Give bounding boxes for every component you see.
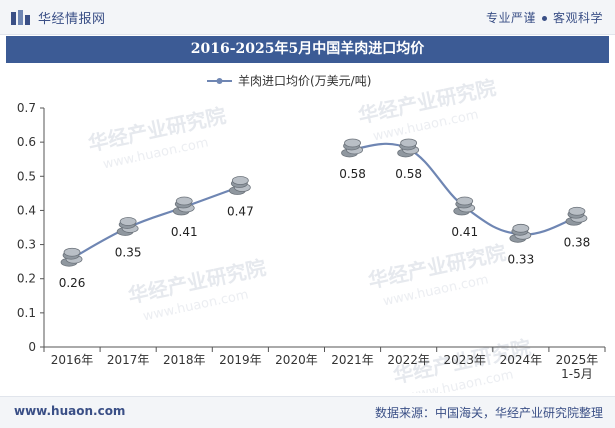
data-label: 0.33 [507,252,534,266]
x-tick-label: 2020年 [275,353,318,367]
legend-marker [216,78,223,84]
data-label: 0.58 [339,167,366,181]
x-tick-label: 2021年 [331,353,374,367]
data-label: 0.47 [227,205,254,219]
x-tick-label: 2018年 [163,353,206,367]
data-point-marker [509,223,532,243]
data-label: 0.41 [451,225,478,239]
line-chart: 华经产业研究院www.huaon.com华经产业研究院www.huaon.com… [17,73,606,404]
data-label: 0.26 [59,276,86,290]
data-label: 0.38 [564,235,591,249]
footer: www.huaon.com 数据来源：中国海关，华经产业研究院整理 [0,396,615,428]
x-tick-label: 2019年 [219,353,262,367]
tagline: 专业严谨 客观科学 [486,9,603,26]
brand-name: 华经情报网 [38,12,106,27]
chart-title: 2016-2025年5月中国羊肉进口均价 [6,36,609,63]
top-bar: 华经情报网 专业严谨 客观科学 [0,0,615,35]
data-label: 0.35 [115,246,142,260]
x-tick-label: 2022年 [387,353,430,367]
data-label: 0.41 [171,225,198,239]
brand: 华经情报网 [10,8,106,27]
x-tick-label: 2024年 [500,353,543,367]
x-tick-label: 2023年 [443,353,486,367]
y-tick-label: 0 [28,340,36,354]
y-tick-label: 0.6 [17,135,36,149]
y-tick-label: 0.1 [17,306,36,320]
separator-dot-icon [541,16,547,21]
data-point-marker [397,138,420,158]
x-tick-label: 1-5月 [561,367,593,381]
data-point-marker [60,247,83,267]
tagline-left: 专业严谨 [485,11,536,25]
data-point-marker [116,217,139,236]
brand-logo-icon [11,9,30,25]
x-tick-label: 2016年 [51,353,94,367]
legend-label: 羊肉进口均价(万美元/吨) [238,73,371,88]
tagline-right: 客观科学 [552,11,603,25]
series-line [71,185,241,260]
data-point-marker [341,138,363,158]
y-tick-label: 0.7 [17,101,36,115]
y-tick-label: 0.2 [17,272,36,286]
y-tick-label: 0.3 [17,238,36,252]
data-point-marker [565,206,588,226]
y-tick-label: 0.5 [17,169,36,183]
footer-source: 数据来源：中国海关，华经产业研究院整理 [374,406,603,420]
chart-area: 华经产业研究院 www.huaon.com 华经产业研究院 www.huaon.com… [0,63,615,404]
data-point-marker [453,196,476,216]
data-point-marker [228,176,251,195]
y-tick-label: 0.4 [17,203,36,217]
x-tick-label: 2017年 [107,353,150,367]
series-line [352,142,578,236]
data-label: 0.58 [395,167,422,181]
data-point-marker [172,196,195,216]
footer-website[interactable]: www.huaon.com [14,404,126,418]
x-tick-label: 2025年 [556,353,599,367]
